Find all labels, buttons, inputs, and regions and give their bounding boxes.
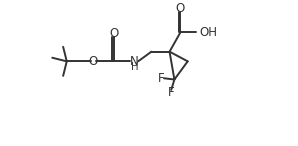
Text: F: F bbox=[167, 86, 174, 99]
Text: OH: OH bbox=[200, 26, 218, 39]
Text: O: O bbox=[109, 27, 119, 40]
Text: O: O bbox=[89, 55, 98, 68]
Text: N: N bbox=[130, 55, 139, 68]
Text: H: H bbox=[131, 62, 139, 72]
Text: O: O bbox=[176, 2, 185, 15]
Text: F: F bbox=[158, 72, 164, 85]
